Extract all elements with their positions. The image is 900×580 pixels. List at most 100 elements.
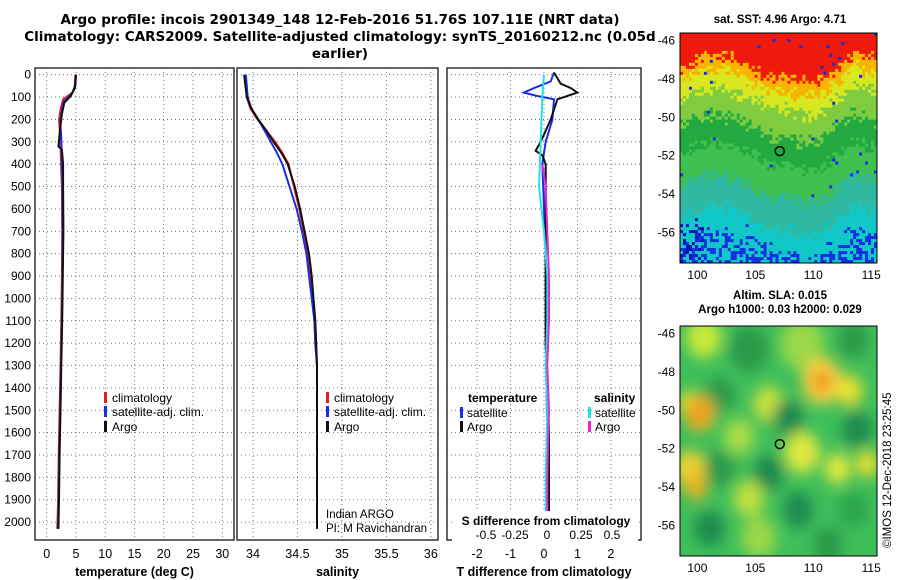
sst-cell xyxy=(751,158,756,162)
sst-cell xyxy=(709,92,714,97)
depth-tick-label: 0 xyxy=(24,68,31,82)
sst-cell xyxy=(820,65,824,70)
sst-cell xyxy=(709,191,714,195)
sst-cell xyxy=(778,218,782,222)
sst-cell xyxy=(757,77,761,82)
sst-cell xyxy=(856,41,860,46)
sst-cell xyxy=(859,113,863,118)
sst-cell xyxy=(751,131,756,135)
sst-cell xyxy=(865,101,869,106)
sst-cell xyxy=(724,242,729,246)
sst-cell xyxy=(680,191,684,195)
sst-cell xyxy=(757,62,761,67)
sst-cell xyxy=(850,125,854,129)
sst-cell xyxy=(745,227,750,231)
sst-cell xyxy=(775,89,779,94)
sst-cell xyxy=(733,197,738,201)
sst-cell xyxy=(757,134,761,138)
sst-cell xyxy=(772,89,776,94)
sst-cell xyxy=(817,182,821,186)
sst-cell xyxy=(680,74,684,79)
sst-cell xyxy=(724,188,729,192)
sst-cell xyxy=(871,194,875,198)
sst-cell xyxy=(682,236,687,240)
sst-cell xyxy=(680,215,684,219)
sst-cell xyxy=(682,251,687,255)
sst-cell xyxy=(700,35,705,40)
sst-cell xyxy=(757,227,761,231)
sst-cell xyxy=(859,44,863,49)
sst-cell xyxy=(739,233,744,237)
sst-cell xyxy=(697,176,702,180)
sst-cell xyxy=(763,218,767,222)
sst-cell xyxy=(730,197,735,201)
sst-cell xyxy=(820,131,824,135)
sst-cell xyxy=(763,209,767,213)
sst-cell xyxy=(805,65,809,70)
sst-cell xyxy=(868,197,872,201)
sst-cell xyxy=(727,122,732,126)
sst-cell xyxy=(760,113,764,118)
sst-cell xyxy=(715,164,720,168)
sst-cell xyxy=(853,53,857,58)
sst-cell xyxy=(682,209,687,213)
sst-cell xyxy=(688,89,693,94)
sst-cell xyxy=(805,134,809,138)
sst-cell xyxy=(799,74,803,79)
depth-tick-label: 1900 xyxy=(4,493,31,507)
sst-cell xyxy=(680,137,684,141)
sst-cell xyxy=(724,89,729,94)
sst-cell xyxy=(856,152,860,156)
sst-cell xyxy=(769,104,773,109)
sst-cell xyxy=(682,119,687,124)
sst-cell xyxy=(778,65,782,70)
sst-cell xyxy=(775,77,779,82)
sst-cell xyxy=(787,41,791,46)
sst-cell xyxy=(787,200,791,204)
sst-cell xyxy=(844,110,848,115)
legend-label: satellite-adj. clim. xyxy=(334,405,426,419)
sst-cell xyxy=(847,116,851,121)
sst-cell xyxy=(799,215,803,219)
sst-cell xyxy=(823,83,827,88)
sst-cell xyxy=(859,233,863,237)
sst-cell xyxy=(682,146,687,150)
sst-cell xyxy=(874,86,878,91)
sst-cell xyxy=(733,203,738,207)
sst-cell xyxy=(769,137,773,141)
sst-cell xyxy=(862,56,866,61)
sst-cell xyxy=(718,86,723,91)
sst-cell xyxy=(772,170,776,174)
sst-cell xyxy=(715,194,720,198)
sst-cell xyxy=(844,125,848,129)
sst-cell xyxy=(832,140,836,144)
sst-cell xyxy=(757,92,761,97)
sst-cell xyxy=(757,197,761,201)
sst-cell xyxy=(781,107,785,112)
sst-cell xyxy=(799,149,803,153)
sst-cell xyxy=(835,74,839,79)
sst-cell xyxy=(832,188,836,192)
sst-cell xyxy=(697,83,702,88)
sst-cell xyxy=(808,83,812,88)
sst-cell xyxy=(778,248,782,252)
sst-cell xyxy=(820,230,824,234)
sst-cell xyxy=(814,185,818,189)
sst-cell xyxy=(772,248,776,252)
sst-cell xyxy=(826,206,830,210)
sst-cell xyxy=(760,74,764,79)
sst-cell xyxy=(826,248,830,252)
x-tick-label: 34 xyxy=(246,547,260,561)
sst-cell xyxy=(688,98,693,103)
sst-cell xyxy=(733,128,738,132)
sst-cell xyxy=(838,125,842,129)
sst-cell xyxy=(868,221,872,225)
sst-cell xyxy=(817,77,821,82)
sst-cell xyxy=(841,59,845,64)
sst-cell xyxy=(778,41,782,46)
sst-cell xyxy=(682,116,687,121)
sst-cell xyxy=(778,98,782,103)
sst-cell xyxy=(730,179,735,183)
sst-cell xyxy=(766,179,770,183)
sst-cell xyxy=(733,155,738,159)
